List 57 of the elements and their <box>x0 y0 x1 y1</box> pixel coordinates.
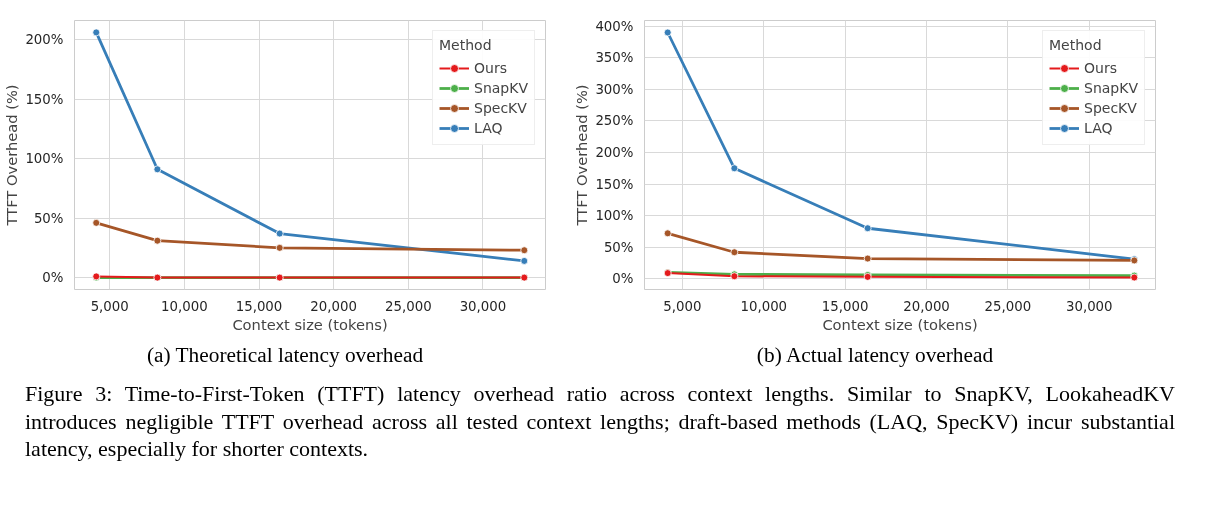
legend-label: Ours <box>1084 60 1117 76</box>
legend-label: SnapKV <box>474 80 528 96</box>
y-tick-label: 100% <box>25 151 64 167</box>
x-tick-label: 10,000 <box>740 298 788 314</box>
x-tick-label: 20,000 <box>310 298 357 314</box>
y-tick-label: 0% <box>612 271 634 287</box>
legend-label: SpecKV <box>1084 100 1137 116</box>
x-tick-label: 30,000 <box>1065 298 1113 314</box>
point <box>863 224 872 233</box>
x-tick-label: 5,000 <box>663 298 702 314</box>
point <box>153 236 162 245</box>
y-tick-label: 50% <box>33 210 64 226</box>
y-tick-label: 150% <box>25 91 64 107</box>
caption: Figure 3: Time-to-First-Token (TTFT) latency overhead ratio across context lengths. Similar to SnapKV, LookaheadKV introduces negligible TTFT overhead across all tested context lengths; draft-based methods (LAQ, SpecKV) incur substantial latency, especially for shorter contexts. <box>25 380 1175 463</box>
x-tick-label: 15,000 <box>235 298 283 314</box>
legend-label: LAQ <box>474 120 503 136</box>
y-tick-label: 0% <box>42 270 64 286</box>
point <box>520 257 529 265</box>
y-tick-label: 50% <box>603 239 634 255</box>
y-axis-title: TTFT Overhead (%) <box>573 84 591 227</box>
x-tick-label: 10,000 <box>161 298 208 314</box>
x-tick-label: 25,000 <box>984 298 1032 314</box>
y-axis-title: TTFT Overhead (%) <box>3 84 21 227</box>
point <box>92 28 101 37</box>
text: (a) Theoretical latency overhead <box>146 342 424 369</box>
point <box>92 218 101 227</box>
point <box>275 243 284 252</box>
y-tick-label: 200% <box>25 32 64 48</box>
x-tick-label: 25,000 <box>384 298 432 314</box>
point <box>520 246 529 255</box>
y-tick-label: 250% <box>595 113 634 129</box>
y-tick-label: 150% <box>595 176 634 192</box>
legend-title: Method <box>1049 37 1103 53</box>
x-axis-title: Context size (tokens) <box>232 315 388 333</box>
legend-title: Method <box>439 37 493 53</box>
y-tick-label: 200% <box>595 144 634 160</box>
point <box>663 28 672 37</box>
y-tick-label: 400% <box>595 18 634 34</box>
point <box>863 254 872 263</box>
legend-label: Ours <box>474 60 507 76</box>
x-tick-label: 20,000 <box>903 298 950 314</box>
point <box>663 229 672 238</box>
x-axis-title: Context size (tokens) <box>822 315 978 333</box>
point <box>730 248 739 257</box>
legend-label: SnapKV <box>1084 80 1138 96</box>
x-tick-label: 30,000 <box>459 298 507 314</box>
y-tick-label: 300% <box>595 81 634 97</box>
y-tick-label: 100% <box>595 208 634 224</box>
text: (b) Actual latency overhead <box>756 342 994 369</box>
point <box>730 164 739 173</box>
legend-label: LAQ <box>1084 120 1113 136</box>
point <box>275 229 284 238</box>
x-tick-label: 5,000 <box>90 298 129 314</box>
y-tick-label: 350% <box>595 50 634 66</box>
legend-label: SpecKV <box>474 100 527 116</box>
x-tick-label: 15,000 <box>821 298 869 314</box>
point <box>153 165 162 174</box>
